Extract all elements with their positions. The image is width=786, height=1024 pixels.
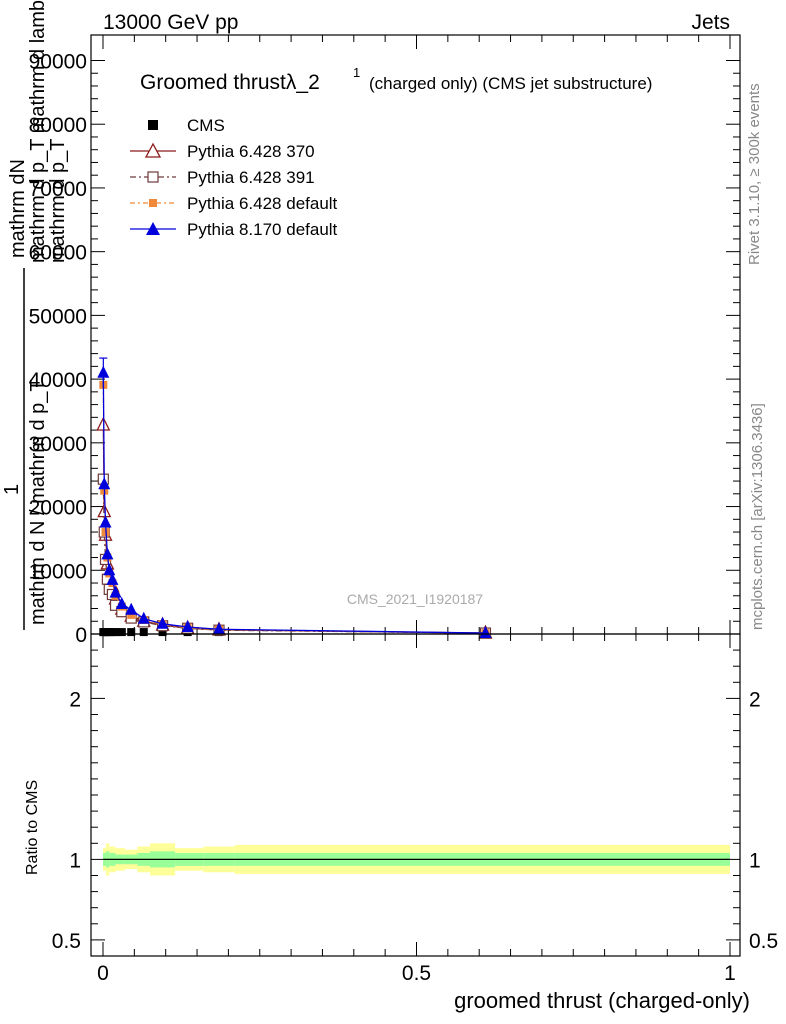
series-layer [96, 357, 493, 639]
chart-title-subtitle: (charged only) (CMS jet substructure) [369, 74, 652, 93]
legend: CMS Pythia 6.428 370 Pythia 6.428 391 Pythi… [130, 116, 338, 239]
ratio-y-tick-label: 1 [69, 849, 81, 872]
x-tick-label: 1 [724, 962, 736, 985]
data-point [117, 628, 126, 637]
ylabel-line-dn-dpt: mathrm d N / mathrm d p_T [27, 379, 49, 625]
legend-marker [144, 142, 162, 158]
ylabel-line-dn: mathrm dN [7, 159, 29, 258]
main-y-tick-label: 30000 [29, 433, 87, 456]
legend-label: Pythia 6.428 391 [187, 168, 315, 187]
main-y-tick-label: 70000 [29, 178, 87, 201]
main-y-tick-label: 40000 [29, 369, 87, 392]
main-y-tick-label: 10000 [29, 560, 87, 583]
main-y-axis-title: mathrm dN mathrm d p_T mathrm d lambda m… [1, 0, 69, 630]
data-point [115, 597, 128, 610]
main-y-tick-label: 20000 [29, 497, 87, 520]
data-point [103, 563, 116, 576]
x-tick-label: 0 [97, 962, 109, 985]
legend-item: CMS [148, 116, 225, 135]
legend-label: Pythia 8.170 default [187, 220, 338, 239]
legend-marker [149, 199, 157, 207]
data-point [111, 628, 120, 637]
legend-marker [148, 120, 158, 130]
data-point [156, 616, 169, 629]
data-point [106, 572, 119, 585]
ratio-x-axis: 0 0.5 1 [97, 634, 736, 985]
series-line [102, 372, 486, 634]
legend-label: CMS [187, 116, 225, 135]
data-point [127, 628, 136, 637]
main-y-tick-label: 90000 [29, 50, 87, 73]
chart-title-main: Groomed thrustλ_2 [140, 71, 320, 94]
data-point [109, 585, 122, 598]
main-y-tick-label: 60000 [29, 242, 87, 265]
x-tick-label: 0.5 [402, 962, 431, 985]
ratio-y-axis-title: Ratio to CMS [24, 780, 41, 875]
main-plot-area: 0 10000 20000 30000 40000 50000 60000 70000 8000… [29, 34, 741, 647]
ratio-y-tick-label-right: 0.5 [749, 930, 778, 953]
data-point [212, 622, 225, 635]
ratio-plot-frame [90, 633, 741, 957]
ratio-y-tick-label-right: 2 [749, 688, 761, 711]
header-jets-label: Jets [691, 11, 730, 34]
data-point [137, 611, 150, 624]
ratio-plot-area: 0.5 0.51 12 2 0 0.5 1 [52, 633, 778, 985]
data-point [127, 610, 136, 619]
main-y-tick-label: 50000 [29, 305, 87, 328]
data-point [158, 628, 167, 637]
data-point [139, 628, 148, 637]
data-point [98, 477, 111, 490]
legend-marker [147, 171, 159, 183]
analysis-watermark: CMS_2021_I1920187 [347, 591, 483, 607]
legend-item: Pythia 6.428 default [130, 194, 338, 213]
main-y-tick-label: 80000 [29, 114, 87, 137]
series-pythia-6-428-391 [97, 473, 492, 639]
ylabel-line-one: 1 [1, 484, 23, 495]
chart-title: Groomed thrustλ_2 1 (charged only) (CMS … [140, 65, 652, 94]
legend-marker [146, 222, 160, 235]
header-energy-label: 13000 GeV pp [103, 11, 238, 34]
x-axis-title: groomed thrust (charged-only) [454, 988, 750, 1013]
main-y-tick-label: 0 [75, 624, 87, 647]
series-pythia-8-170-default [97, 357, 492, 639]
chart-title-superscript: 1 [353, 65, 360, 80]
legend-label: Pythia 6.428 default [187, 194, 338, 213]
ratio-y-tick-label: 2 [69, 688, 81, 711]
ratio-y-tick-label: 0.5 [52, 930, 81, 953]
series-line [102, 479, 486, 634]
ylabel-line-dpt: mathrm d p_T [47, 139, 69, 263]
ylabel-line-dpt-dlambda: mathrm d p_T mathrm d lambda [27, 0, 49, 263]
data-point [125, 602, 138, 615]
mcplots-citation-label: mcplots.cern.ch [arXiv:1306.3436] [749, 403, 766, 630]
data-point [181, 619, 194, 632]
ratio-y-axis: 0.5 0.5 1 1 2 2 [52, 649, 778, 953]
data-point [101, 547, 114, 560]
legend-item: Pythia 6.428 391 [130, 168, 315, 187]
legend-item: Pythia 6.428 370 [130, 142, 315, 161]
legend-label: Pythia 6.428 370 [187, 142, 315, 161]
ratio-y-tick-label-right: 1 [749, 849, 761, 872]
data-point [479, 626, 492, 639]
legend-item: Pythia 8.170 default [130, 220, 338, 239]
main-y-axis: 0 10000 20000 30000 40000 50000 60000 70000 8000… [29, 50, 740, 647]
data-point [99, 515, 112, 528]
rivet-version-label: Rivet 3.1.10, ≥ 300k events [746, 83, 763, 265]
